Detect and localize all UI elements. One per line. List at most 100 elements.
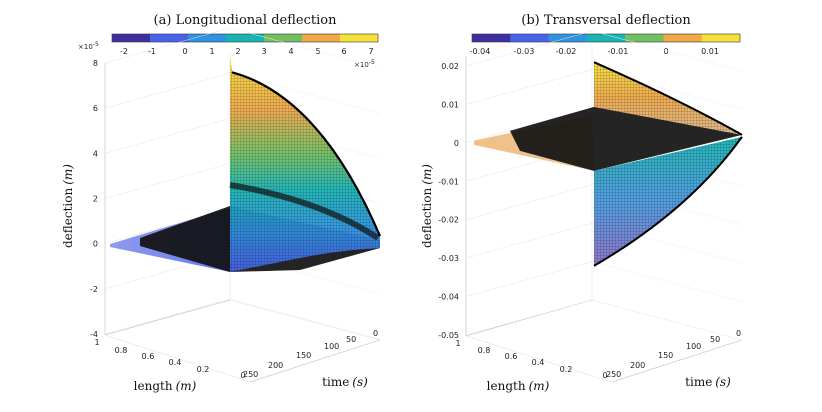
floor-edge-line bbox=[229, 299, 381, 341]
time-axis-line bbox=[249, 339, 381, 383]
surface-peak-edge bbox=[231, 71, 382, 237]
length-tick-label: 0.8 bbox=[115, 346, 128, 355]
a-colorbar-segment bbox=[302, 34, 341, 42]
z-tick-label: 0 bbox=[93, 240, 98, 249]
length-tick-label: 0.4 bbox=[532, 358, 545, 367]
z-tick-label: 2 bbox=[93, 195, 98, 204]
colorbar-tick-label: 0.01 bbox=[701, 47, 719, 56]
time-axis-label-text: time bbox=[322, 375, 349, 389]
colorbar-tick-label: -0.03 bbox=[514, 47, 535, 56]
panel-longitudinal: (a) Longitudional deflection-2-101234567… bbox=[61, 13, 382, 393]
surface-upper-edge bbox=[593, 61, 743, 136]
time-tick-label: 200 bbox=[630, 361, 645, 370]
grid-line bbox=[229, 298, 381, 340]
z-axis-label-unit: (m) bbox=[420, 164, 434, 185]
colorbar-exponent-power: -5 bbox=[369, 59, 375, 66]
time-tick-label: 200 bbox=[268, 361, 283, 370]
time-tick-label: 100 bbox=[324, 342, 339, 351]
z-tick-label: -0.01 bbox=[438, 177, 459, 186]
colorbar-tick-label: 1 bbox=[209, 47, 214, 56]
time-tick-label: 250 bbox=[606, 370, 621, 379]
length-tick-label: 0.4 bbox=[169, 358, 182, 367]
grid-line bbox=[465, 299, 593, 336]
z-tick-label: 6 bbox=[93, 104, 98, 113]
a-colorbar-segment bbox=[226, 34, 265, 42]
z-tick-label: -2 bbox=[90, 285, 98, 294]
time-axis-label: time (s) bbox=[685, 375, 731, 389]
z-axis-exponent-power: -5 bbox=[93, 41, 99, 48]
b-colorbar-segment bbox=[701, 34, 741, 42]
surface-lower-mesh bbox=[594, 136, 742, 266]
time-tick-label: 250 bbox=[243, 370, 258, 379]
grid-line bbox=[465, 222, 593, 259]
surface-dark-band bbox=[229, 182, 380, 241]
a-colorbar-segment bbox=[264, 34, 303, 42]
time-axis-label: time (s) bbox=[322, 375, 368, 389]
colorbar-tick-label: -1 bbox=[148, 47, 156, 56]
time-axis-line bbox=[611, 339, 743, 383]
panel-transversal: (b) Transversal deflection -0.04 -0.03 -0.0… bbox=[420, 13, 743, 393]
length-axis-label-text: length bbox=[487, 379, 526, 393]
length-tick-label: 0.2 bbox=[560, 365, 573, 374]
time-axis-label-text: time bbox=[685, 375, 712, 389]
time-tick-label: 150 bbox=[658, 351, 673, 360]
grid-line bbox=[104, 163, 231, 199]
b-colorbar-frame bbox=[471, 33, 741, 43]
z-axis-label: deflection (m) bbox=[420, 164, 434, 248]
grid-line bbox=[104, 298, 231, 335]
grid-line bbox=[104, 72, 231, 109]
length-axis-label: length (m) bbox=[134, 379, 197, 393]
z-tick-label: 4 bbox=[93, 149, 98, 158]
z-tick-label: 8 bbox=[93, 59, 98, 68]
floor-front-line bbox=[104, 334, 251, 383]
colorbar-tick-label: -2 bbox=[120, 47, 128, 56]
colorbar-tick-label: 7 bbox=[368, 47, 373, 56]
z-tick-label: -0.03 bbox=[438, 254, 459, 263]
time-axis-label-unit: (s) bbox=[715, 375, 731, 389]
time-tick-label: 50 bbox=[710, 335, 720, 344]
b-colorbar-segment bbox=[663, 34, 703, 42]
length-tick-label: 0 bbox=[602, 371, 607, 380]
chart-title: (a) Longitudional deflection bbox=[154, 13, 338, 28]
grid-line bbox=[465, 261, 593, 297]
a-colorbar-segment bbox=[112, 34, 151, 42]
z-tick-label: 0 bbox=[454, 139, 459, 148]
a-colorbar-segment bbox=[150, 34, 189, 42]
grid-line bbox=[465, 30, 593, 67]
b-colorbar-segment bbox=[548, 34, 588, 42]
length-tick-label: 0.8 bbox=[478, 346, 491, 355]
length-tick-label: 0.6 bbox=[505, 352, 518, 361]
length-tick-label: 0.2 bbox=[197, 365, 210, 374]
grid-line bbox=[465, 69, 593, 105]
time-tick-label: 0 bbox=[736, 329, 741, 338]
colorbar-tick-label: 6 bbox=[341, 47, 346, 56]
colorbar-tick-label: 0 bbox=[663, 47, 668, 56]
length-tick-label: 0 bbox=[240, 371, 245, 380]
z-axis-exponent: ×10-5 bbox=[78, 41, 99, 51]
time-tick-label: 100 bbox=[686, 342, 701, 351]
z-tick-label: 0.02 bbox=[441, 62, 459, 71]
a-colorbar-segment bbox=[188, 34, 227, 42]
length-tick-label: 1 bbox=[94, 338, 99, 347]
grid-line bbox=[104, 118, 231, 154]
b-colorbar-segment bbox=[625, 34, 664, 42]
a-colorbar-segment bbox=[340, 34, 379, 42]
colorbar-tick-label: 2 bbox=[235, 47, 240, 56]
length-tick-label: 0.6 bbox=[142, 352, 155, 361]
surface-upper-mesh bbox=[594, 62, 742, 135]
z-tick-label: -0.04 bbox=[438, 293, 459, 302]
grid-line bbox=[104, 27, 231, 64]
a-colorbar-frame bbox=[111, 33, 379, 43]
z-axis-label-unit: (m) bbox=[61, 164, 75, 185]
colorbar-tick-label: 4 bbox=[288, 47, 293, 56]
chart-title: (b) Transversal deflection bbox=[521, 13, 691, 28]
z-tick-label: -0.05 bbox=[438, 331, 459, 340]
time-axis-label-unit: (s) bbox=[352, 375, 368, 389]
grid-line bbox=[465, 184, 593, 220]
length-axis-line bbox=[104, 299, 231, 336]
colorbar-tick-label: 0 bbox=[182, 47, 187, 56]
b-colorbar-segment bbox=[510, 34, 549, 42]
grid-line bbox=[229, 27, 381, 69]
length-axis-label-unit: (m) bbox=[176, 379, 197, 393]
z-axis-label-text: deflection bbox=[420, 187, 434, 247]
